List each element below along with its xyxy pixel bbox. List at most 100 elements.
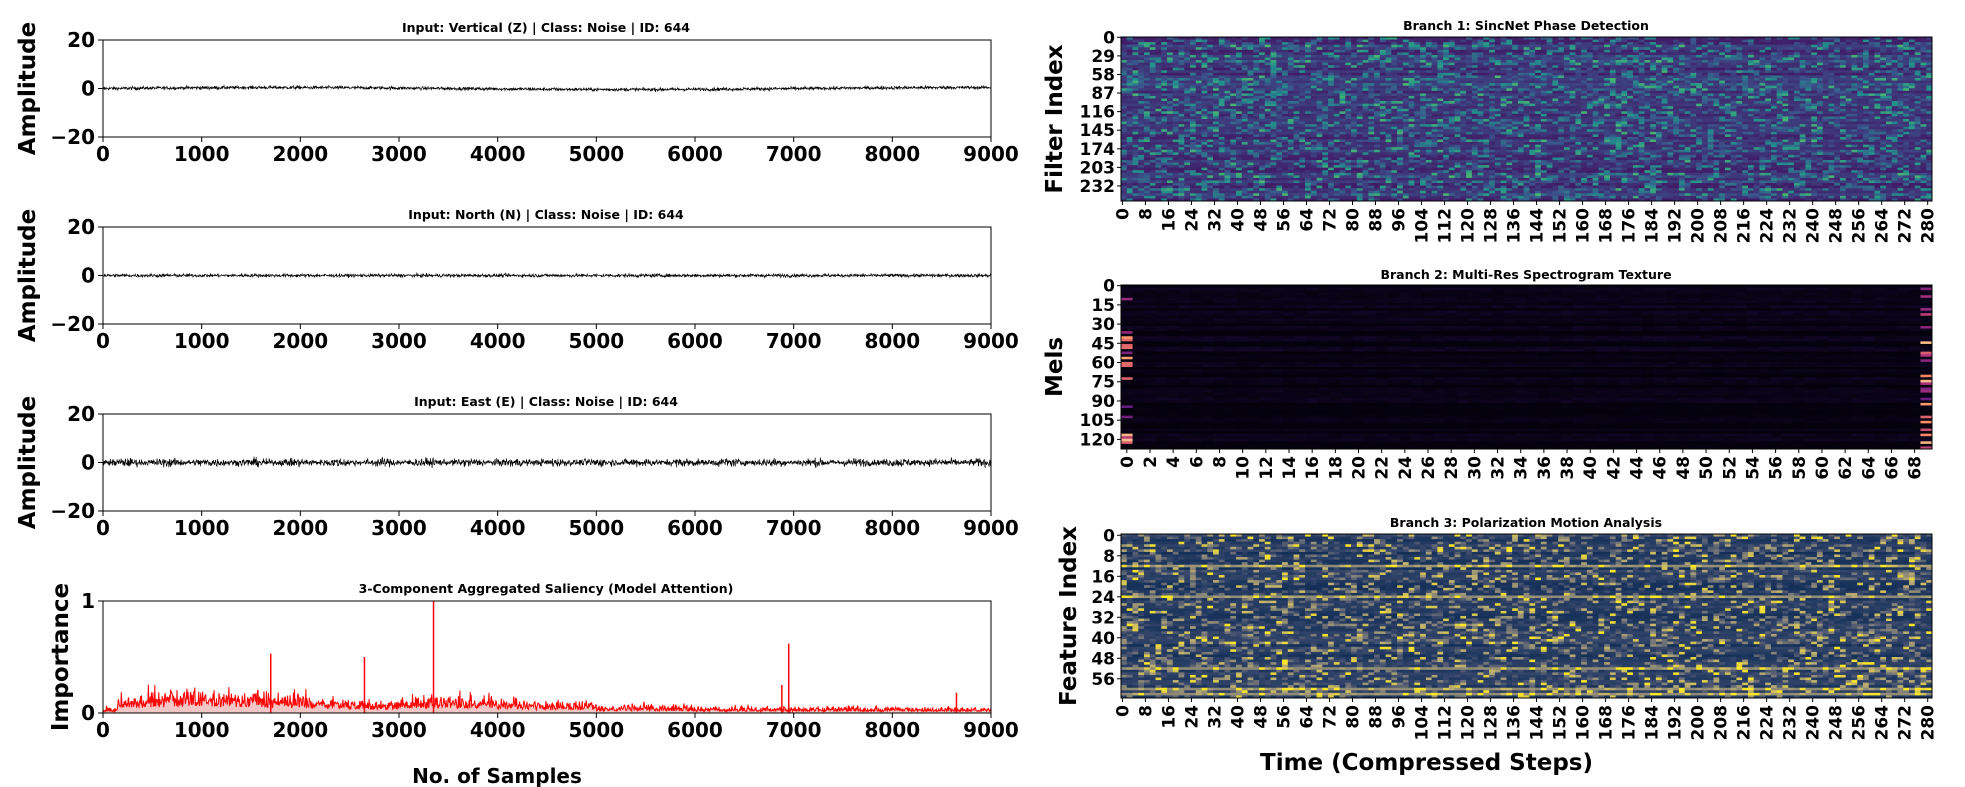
heatmap-cell xyxy=(1144,55,1150,58)
heatmap-cell xyxy=(1736,70,1742,73)
heatmap-cell xyxy=(1800,111,1806,114)
heatmap-cell xyxy=(1374,114,1380,117)
heatmap-cell xyxy=(1317,70,1323,73)
heatmap-cell xyxy=(1363,81,1369,84)
heatmap-cell xyxy=(1777,73,1783,76)
heatmap-cell xyxy=(1311,104,1317,107)
heatmap-cell xyxy=(1621,70,1627,73)
heatmap-cell xyxy=(1506,60,1512,63)
heatmap-cell xyxy=(1708,60,1714,63)
heatmap-cell xyxy=(1903,91,1909,94)
heatmap-cell xyxy=(1679,52,1685,55)
heatmap-cell xyxy=(1851,99,1857,102)
heatmap-cell xyxy=(1380,116,1386,119)
heatmap-cell xyxy=(1489,60,1495,63)
heatmap-cell xyxy=(1627,91,1633,94)
heatmap-cell xyxy=(1667,40,1673,43)
heatmap-cell xyxy=(1921,96,1927,99)
heatmap-cell xyxy=(1696,91,1702,94)
heatmap-cell xyxy=(1414,93,1420,96)
heatmap-cell xyxy=(1472,63,1478,66)
heatmap-cell xyxy=(1219,109,1225,112)
heatmap-cell xyxy=(1581,78,1587,81)
heatmap-cell xyxy=(1501,47,1507,50)
heatmap-cell xyxy=(1823,106,1829,109)
heatmap-cell xyxy=(1535,58,1541,61)
heatmap-cell xyxy=(1679,96,1685,99)
heatmap-cell xyxy=(1374,96,1380,99)
heatmap-cell xyxy=(1564,65,1570,68)
heatmap-cell xyxy=(1547,40,1553,43)
heatmap-cell xyxy=(1846,104,1852,107)
heatmap-cell xyxy=(1564,60,1570,63)
heatmap-cell xyxy=(1840,55,1846,58)
heatmap-cell xyxy=(1886,109,1892,112)
heatmap-cell xyxy=(1340,109,1346,112)
heatmap-cell xyxy=(1288,78,1294,81)
heatmap-cell xyxy=(1127,68,1133,71)
heatmap-cell xyxy=(1863,78,1869,81)
heatmap-cell xyxy=(1213,47,1219,50)
heatmap-cell xyxy=(1518,78,1524,81)
heatmap-cell xyxy=(1432,83,1438,86)
heatmap-cell xyxy=(1662,86,1668,89)
heatmap-cell xyxy=(1552,116,1558,119)
heatmap-cell xyxy=(1357,124,1363,127)
heatmap-cell xyxy=(1150,101,1156,104)
heatmap-cell xyxy=(1225,68,1231,71)
heatmap-cell xyxy=(1748,65,1754,68)
heatmap-cell xyxy=(1202,81,1208,84)
heatmap-cell xyxy=(1466,58,1472,61)
heatmap-cell xyxy=(1334,73,1340,76)
heatmap-cell xyxy=(1685,88,1691,91)
heatmap-cell xyxy=(1903,119,1909,122)
heatmap-cell xyxy=(1903,88,1909,91)
heatmap-cell xyxy=(1334,122,1340,125)
heatmap-cell xyxy=(1926,73,1932,76)
heatmap-cell xyxy=(1621,58,1627,61)
heatmap-cell xyxy=(1460,101,1466,104)
heatmap-cell xyxy=(1570,63,1576,66)
heatmap-cell xyxy=(1788,58,1794,61)
heatmap-cell xyxy=(1667,52,1673,55)
y-axis-label: Amplitude xyxy=(15,396,41,529)
y-tick-label: −20 xyxy=(50,125,95,149)
heatmap-cell xyxy=(1351,93,1357,96)
heatmap-cell xyxy=(1420,96,1426,99)
heatmap-cell xyxy=(1271,50,1277,53)
heatmap-cell xyxy=(1276,58,1282,61)
heatmap-cell xyxy=(1363,116,1369,119)
heatmap-cell xyxy=(1805,73,1811,76)
heatmap-cell xyxy=(1851,45,1857,48)
heatmap-cell xyxy=(1299,58,1305,61)
heatmap-cell xyxy=(1489,99,1495,102)
heatmap-cell xyxy=(1213,96,1219,99)
heatmap-cell xyxy=(1593,116,1599,119)
heatmap-cell xyxy=(1903,60,1909,63)
heatmap-cell xyxy=(1483,91,1489,94)
heatmap-cell xyxy=(1213,52,1219,55)
heatmap-cell xyxy=(1512,75,1518,78)
heatmap-cell xyxy=(1121,122,1127,125)
heatmap-cell xyxy=(1305,78,1311,81)
heatmap-cell xyxy=(1535,75,1541,78)
heatmap-cell xyxy=(1397,63,1403,66)
heatmap-cell xyxy=(1541,50,1547,53)
heatmap-cell xyxy=(1863,93,1869,96)
heatmap-cell xyxy=(1604,106,1610,109)
heatmap-cell xyxy=(1834,86,1840,89)
heatmap-cell xyxy=(1121,55,1127,58)
heatmap-cell xyxy=(1823,111,1829,114)
heatmap-cell xyxy=(1334,40,1340,43)
heatmap-cell xyxy=(1236,65,1242,68)
heatmap-cell xyxy=(1759,81,1765,84)
heatmap-cell xyxy=(1282,75,1288,78)
heatmap-cell xyxy=(1851,75,1857,78)
heatmap-cell xyxy=(1926,96,1932,99)
heatmap-cell xyxy=(1311,114,1317,117)
heatmap-cell xyxy=(1598,73,1604,76)
heatmap-cell xyxy=(1777,109,1783,112)
heatmap-cell xyxy=(1679,101,1685,104)
heatmap-cell xyxy=(1759,83,1765,86)
heatmap-cell xyxy=(1466,63,1472,66)
